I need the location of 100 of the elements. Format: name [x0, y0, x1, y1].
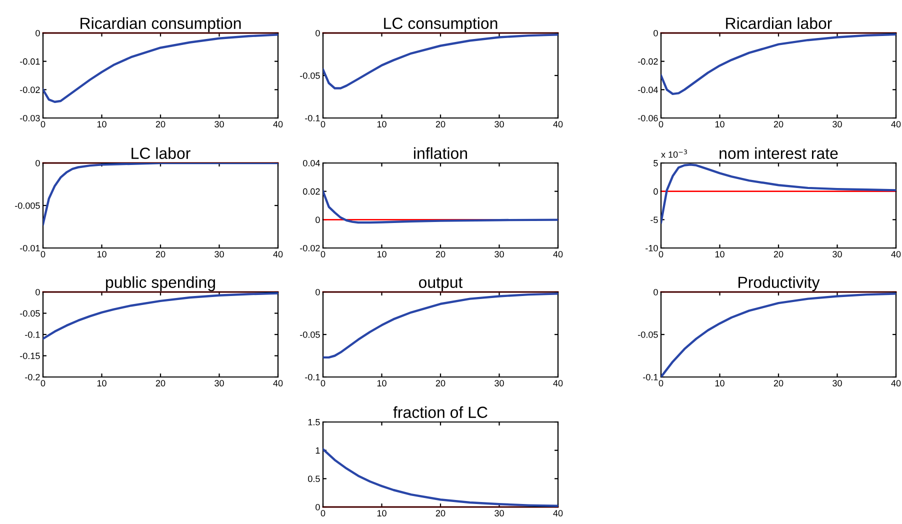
y-tick-label: 1.5: [308, 419, 320, 426]
y-tick-label: 5: [654, 160, 658, 166]
x-tick-label: 10: [377, 380, 386, 386]
x-tick-label: 20: [156, 380, 166, 386]
y-tick-label: 0: [654, 288, 658, 296]
x-tick-label: 40: [553, 510, 563, 516]
x-tick-label: 10: [97, 251, 106, 258]
x-tick-label: 40: [273, 380, 283, 386]
x-tick-label: 20: [436, 380, 446, 386]
y-tick-label: 0: [36, 160, 40, 166]
x-tick-label: 30: [494, 380, 504, 386]
x-tick-label: 0: [40, 380, 46, 386]
x-tick-label: 30: [494, 121, 504, 128]
x-tick-label: 10: [715, 121, 724, 128]
x-tick-label: 40: [273, 121, 283, 128]
chart-title: public spending: [106, 276, 215, 292]
y-tick-label: -10: [646, 244, 658, 252]
y-tick-label: -0.05: [300, 72, 320, 79]
x-tick-label: 10: [377, 510, 386, 516]
y-tick-label: -0.02: [638, 58, 658, 65]
y-tick-label: 0: [316, 288, 320, 296]
x-tick-label: 0: [320, 251, 326, 258]
x-tick-label: 30: [214, 380, 224, 386]
x-tick-label: 30: [214, 251, 224, 258]
x-tick-label: 30: [832, 251, 842, 258]
y-tick-label: -0.1: [643, 374, 658, 380]
y-tick-label: 0: [36, 288, 40, 296]
x-tick-label: 10: [97, 380, 106, 386]
x-tick-label: 0: [320, 380, 326, 386]
x-tick-label: 0: [40, 121, 46, 128]
y-tick-label: 0: [36, 30, 40, 36]
y-tick-label: -0.15: [20, 352, 40, 360]
y-tick-label: -0.2: [25, 374, 40, 380]
x-tick-label: 40: [273, 251, 283, 258]
x-tick-label: 20: [774, 121, 784, 128]
x-tick-label: 0: [40, 251, 46, 258]
chart-title: LC consumption: [384, 17, 498, 32]
y-tick-label: 0: [316, 30, 320, 36]
x-tick-label: 30: [214, 121, 224, 128]
x-tick-label: 0: [658, 380, 664, 386]
y-tick-label: 0: [316, 216, 320, 224]
x-tick-label: 10: [97, 121, 106, 128]
y-tick-label: 0.04: [303, 160, 320, 166]
y-tick-label: -0.1: [305, 114, 320, 122]
x-tick-label: 40: [553, 251, 563, 258]
y-tick-label: 1: [316, 447, 320, 454]
x-tick-label: 20: [156, 121, 166, 128]
x-tick-label: 20: [436, 121, 446, 128]
y-tick-label: 0: [654, 188, 658, 195]
chart-title: Ricardian consumption: [80, 17, 241, 32]
chart-title: LC labor: [132, 147, 190, 159]
y-tick-label: -0.02: [20, 86, 40, 94]
x-tick-label: 40: [891, 251, 901, 258]
x-tick-label: 10: [715, 251, 724, 258]
x-tick-label: 30: [832, 121, 842, 128]
y-tick-label: -0.005: [15, 202, 40, 209]
y-tick-label: -0.06: [638, 114, 658, 122]
y-tick-label: -0.05: [638, 331, 658, 338]
y-tick-label: -0.05: [300, 331, 320, 338]
text: x 10$^{−3}$: [661, 150, 687, 158]
x-tick-label: 0: [320, 510, 326, 516]
y-tick-label: -0.02: [300, 244, 320, 252]
x-tick-label: 10: [377, 121, 386, 128]
x-tick-label: 30: [494, 510, 504, 516]
x-tick-label: 40: [891, 121, 901, 128]
x-tick-label: 0: [320, 121, 326, 128]
x-tick-label: 20: [774, 251, 784, 258]
x-tick-label: 0: [658, 121, 664, 128]
y-tick-label: 0.02: [303, 188, 320, 195]
chart-title: output: [418, 278, 463, 292]
y-tick-label: -0.04: [638, 86, 658, 94]
x-tick-label: 10: [715, 380, 724, 386]
x-tick-label: 40: [553, 121, 563, 128]
chart-title: Ricardian labor: [726, 17, 832, 29]
y-tick-label: -0.01: [20, 58, 40, 65]
x-tick-label: 30: [494, 251, 504, 258]
x-tick-label: 10: [377, 251, 386, 258]
y-tick-label: -0.1: [305, 374, 320, 380]
x-tick-label: 0: [658, 251, 664, 258]
chart-title: inflation: [414, 147, 467, 159]
y-tick-label: 0: [654, 30, 658, 36]
x-tick-label: 20: [774, 380, 784, 386]
y-tick-label: -0.01: [20, 244, 40, 252]
chart-title: nom interest rate: [720, 147, 838, 159]
y-tick-label: -0.1: [25, 331, 40, 338]
chart-title: Productivity: [738, 276, 820, 292]
chart-title: fraction of LC: [393, 406, 488, 418]
x-tick-label: 30: [832, 380, 842, 386]
y-tick-label: -5: [650, 216, 658, 224]
x-tick-label: 20: [436, 510, 446, 516]
x-tick-label: 40: [891, 380, 901, 386]
y-tick-label: -0.03: [20, 114, 40, 122]
x-tick-label: 40: [553, 380, 563, 386]
line-series: [661, 292, 896, 377]
y-tick-label: -0.05: [20, 310, 40, 317]
line-series: [323, 190, 558, 224]
x-tick-label: 20: [436, 251, 446, 258]
y-tick-label: 0.5: [308, 476, 320, 482]
x-tick-label: 20: [156, 251, 166, 258]
y-tick-label: 0: [316, 504, 320, 510]
